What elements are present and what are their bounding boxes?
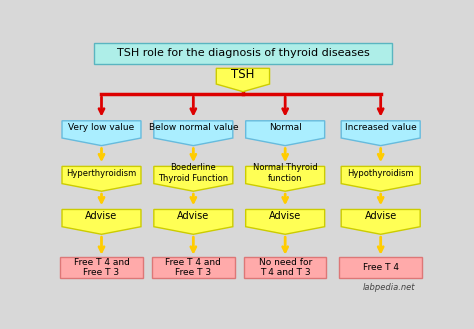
Text: Below normal value: Below normal value (148, 123, 238, 132)
Polygon shape (341, 121, 420, 146)
FancyBboxPatch shape (152, 257, 235, 278)
Text: Normal Thyroid
function: Normal Thyroid function (253, 164, 318, 183)
Text: Free T 4 and
Free T 3: Free T 4 and Free T 3 (165, 258, 221, 277)
Polygon shape (246, 166, 325, 191)
Polygon shape (62, 210, 141, 234)
Text: Increased value: Increased value (345, 123, 417, 132)
Polygon shape (62, 121, 141, 146)
Polygon shape (341, 166, 420, 191)
Text: TSH: TSH (231, 68, 255, 81)
Text: Advise: Advise (365, 211, 397, 221)
Text: labpedia.net: labpedia.net (363, 283, 416, 291)
FancyBboxPatch shape (339, 257, 422, 278)
Polygon shape (154, 121, 233, 146)
Polygon shape (216, 68, 270, 92)
Polygon shape (62, 166, 141, 191)
Text: Boederline
Thyroid Function: Boederline Thyroid Function (158, 164, 228, 183)
Polygon shape (154, 166, 233, 191)
Polygon shape (246, 121, 325, 146)
FancyBboxPatch shape (94, 43, 392, 64)
Text: TSH role for the diagnosis of thyroid diseases: TSH role for the diagnosis of thyroid di… (117, 48, 369, 59)
Text: Hyperthyroidism: Hyperthyroidism (66, 168, 137, 178)
Text: Advise: Advise (85, 211, 118, 221)
FancyBboxPatch shape (244, 257, 327, 278)
Text: Free T 4: Free T 4 (363, 263, 399, 272)
Text: Hypothyroidism: Hypothyroidism (347, 168, 414, 178)
Text: No need for
T 4 and T 3: No need for T 4 and T 3 (258, 258, 312, 277)
Text: Free T 4 and
Free T 3: Free T 4 and Free T 3 (73, 258, 129, 277)
Polygon shape (341, 210, 420, 234)
Text: Advise: Advise (269, 211, 301, 221)
Polygon shape (154, 210, 233, 234)
Text: Normal: Normal (269, 123, 301, 132)
Polygon shape (246, 210, 325, 234)
FancyBboxPatch shape (60, 257, 143, 278)
Text: Advise: Advise (177, 211, 210, 221)
Text: Very low value: Very low value (68, 123, 135, 132)
